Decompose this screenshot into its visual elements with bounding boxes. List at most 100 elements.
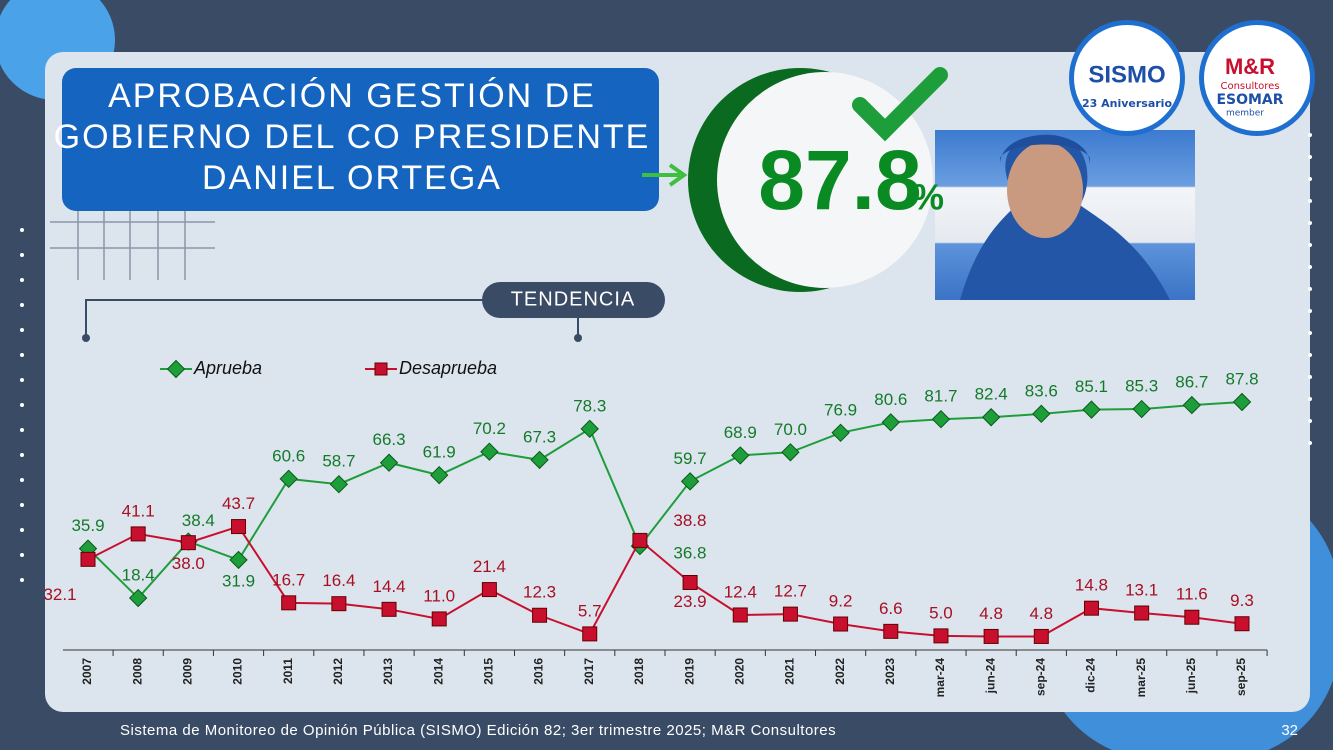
point (981, 408, 1001, 427)
value-label: 16.4 (322, 571, 355, 590)
dot (1308, 353, 1312, 357)
bracket-end (82, 334, 90, 342)
photo-cap (1000, 135, 1090, 165)
arrow (642, 163, 688, 187)
value-label: 59.7 (674, 449, 707, 468)
x-tick-label: 2013 (381, 658, 395, 685)
logo-text: M&R (1225, 54, 1275, 79)
logo-text: Consultores (1220, 81, 1279, 92)
x-tick-label: 2016 (532, 658, 546, 685)
photo-face (1007, 142, 1083, 238)
value-label: 66.3 (372, 430, 405, 449)
point (833, 616, 849, 632)
value-label: 58.7 (322, 452, 355, 471)
point (680, 472, 700, 491)
point (1083, 600, 1099, 616)
point (80, 551, 96, 567)
value-label: 70.0 (774, 420, 807, 439)
value-label: 36.8 (673, 544, 706, 563)
dot (20, 228, 24, 232)
logo-bg (1074, 25, 1180, 131)
value-label: 12.7 (774, 582, 807, 601)
dot (20, 353, 24, 357)
point (883, 623, 899, 639)
page-number: 32 (1281, 722, 1298, 739)
x-tick-label: 2010 (231, 658, 245, 685)
point (1082, 400, 1101, 419)
point (1132, 399, 1151, 419)
x-tick-label: 2020 (732, 658, 746, 685)
check (852, 67, 948, 142)
point (480, 442, 499, 461)
headline-value: 87.8 (758, 133, 922, 227)
point (279, 469, 298, 489)
point (231, 519, 247, 535)
value-label: 14.4 (372, 577, 405, 596)
x-tick-label: 2009 (181, 658, 195, 685)
value-label: 85.1 (1075, 377, 1108, 396)
point (632, 532, 648, 548)
value-label: 68.9 (724, 423, 757, 442)
logo-text: member (1226, 109, 1264, 119)
x-tick-label: 2021 (783, 658, 797, 685)
dot (1308, 287, 1312, 291)
title-line: GOBIERNO DEL CO PRESIDENTE (54, 118, 651, 156)
dot (20, 478, 24, 482)
value-label: 11.6 (1176, 585, 1208, 604)
x-tick-label: dic-24 (1084, 658, 1098, 693)
dot (20, 553, 24, 557)
legend-label: Aprueba (193, 358, 262, 378)
x-tick-label: 2011 (281, 658, 295, 684)
headline-unit: % (912, 177, 944, 218)
subtitle-pill (482, 282, 665, 318)
dot (20, 303, 24, 307)
value-label: 4.8 (1029, 604, 1053, 623)
point (1182, 395, 1202, 415)
dot (1308, 375, 1312, 379)
value-label: 85.3 (1125, 377, 1158, 396)
x-tick-label: sep-25 (1234, 658, 1248, 696)
logo-text: ESOMAR (1216, 92, 1283, 108)
point (281, 595, 297, 611)
point (331, 596, 347, 612)
point (532, 607, 548, 623)
value-label: 70.2 (473, 419, 506, 438)
title-line: APROBACIÓN GESTIÓN DE (108, 77, 596, 115)
dot (20, 528, 24, 532)
point (431, 611, 447, 627)
x-tick-label: sep-24 (1033, 658, 1047, 696)
grid-deco (50, 200, 215, 280)
dot (20, 578, 24, 582)
dot (20, 453, 24, 457)
point (580, 419, 599, 439)
point (128, 588, 148, 608)
value-label: 38.4 (182, 511, 215, 530)
legend-label: Desaprueba (399, 358, 497, 378)
value-label: 13.1 (1125, 580, 1158, 599)
value-label: 82.4 (975, 385, 1008, 404)
point (732, 607, 748, 623)
value-label: 18.4 (122, 566, 155, 585)
dot (20, 503, 24, 507)
value-label: 87.8 (1225, 369, 1258, 388)
value-label: 76.9 (824, 400, 857, 419)
series-line (87, 525, 1243, 638)
title-box (62, 68, 659, 211)
value-label: 5.0 (929, 603, 953, 622)
x-tick-label: 2008 (130, 658, 144, 685)
value-label: 9.2 (829, 591, 853, 610)
x-tick-label: 2019 (682, 658, 696, 685)
logo-text: 23 Aniversario (1082, 97, 1172, 110)
point (130, 526, 146, 542)
value-label: 81.7 (924, 387, 957, 406)
point (1184, 609, 1200, 625)
value-label: 80.6 (874, 390, 907, 409)
dot (20, 328, 24, 332)
logo-text: SISMO (1088, 61, 1165, 88)
value-label: 60.6 (272, 446, 305, 465)
x-tick-label: jun-25 (1184, 658, 1198, 695)
value-label: 78.3 (573, 396, 606, 415)
x-tick-label: jun-24 (983, 658, 997, 695)
